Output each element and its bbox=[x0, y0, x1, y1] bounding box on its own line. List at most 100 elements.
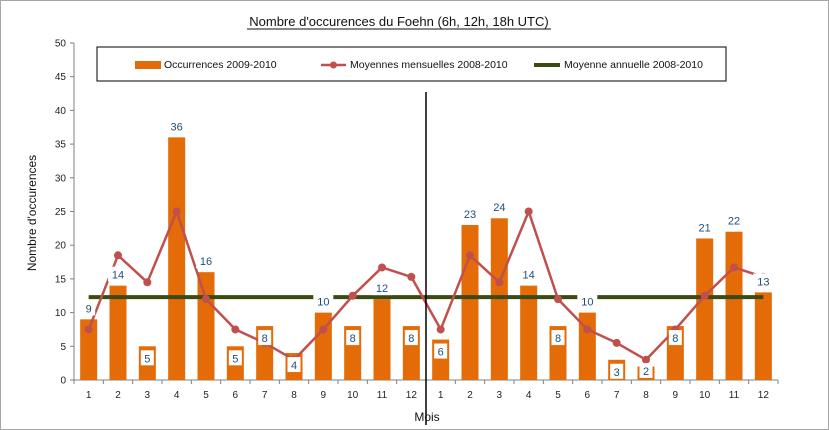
legend-label-bars: Occurrences 2009-2010 bbox=[164, 59, 277, 71]
y-tick-label: 45 bbox=[55, 72, 67, 83]
data-label: 36 bbox=[171, 121, 183, 133]
data-label: 12 bbox=[376, 283, 388, 295]
x-tick-label: 9 bbox=[673, 390, 679, 401]
legend-swatch-marker bbox=[330, 61, 337, 69]
monthly-mean-point bbox=[348, 291, 357, 300]
bar bbox=[754, 292, 772, 380]
data-label-bg bbox=[753, 273, 774, 289]
monthly-mean-point bbox=[642, 355, 650, 364]
data-label: 23 bbox=[464, 209, 476, 221]
data-label: 8 bbox=[408, 333, 414, 345]
monthly-mean-point bbox=[554, 295, 562, 304]
legend-box bbox=[96, 46, 727, 82]
x-tick-label: 10 bbox=[699, 390, 711, 401]
y-tick-label: 20 bbox=[55, 241, 67, 252]
data-label: 10 bbox=[317, 297, 329, 309]
x-tick-label: 2 bbox=[467, 390, 473, 401]
x-tick-label: 8 bbox=[643, 390, 649, 401]
bar bbox=[725, 231, 743, 380]
legend-swatch-bars bbox=[135, 61, 161, 69]
monthly-mean-point bbox=[378, 263, 386, 272]
monthly-mean-point bbox=[524, 207, 533, 216]
data-label-bg bbox=[372, 280, 392, 296]
x-tick-label: 1 bbox=[438, 390, 444, 401]
monthly-mean-point bbox=[700, 291, 709, 300]
y-tick-label: 5 bbox=[60, 342, 66, 353]
data-label: 21 bbox=[699, 222, 711, 234]
x-tick-label: 10 bbox=[347, 390, 359, 401]
x-tick-label: 1 bbox=[86, 390, 92, 401]
monthly-mean-point bbox=[436, 325, 445, 334]
bar bbox=[197, 272, 215, 380]
data-label: 9 bbox=[86, 303, 92, 315]
data-label-bg bbox=[518, 266, 539, 282]
bar bbox=[80, 319, 98, 380]
bar bbox=[109, 285, 127, 380]
x-tick-label: 9 bbox=[321, 390, 327, 401]
monthly-mean-point bbox=[730, 263, 738, 272]
data-label-bg bbox=[404, 330, 418, 346]
data-label-bg bbox=[489, 199, 510, 215]
data-label-bg bbox=[668, 330, 682, 346]
monthly-mean-point bbox=[114, 251, 122, 260]
legend-label-line: Moyennes mensuelles 2008-2010 bbox=[350, 59, 508, 71]
x-tick-label: 11 bbox=[377, 390, 388, 401]
bar bbox=[461, 224, 479, 380]
data-label-bg bbox=[313, 293, 334, 309]
data-label: 5 bbox=[144, 353, 150, 365]
y-tick-label: 0 bbox=[60, 376, 66, 387]
data-label: 24 bbox=[493, 202, 505, 214]
y-tick-label: 30 bbox=[55, 173, 67, 184]
monthly-mean-point bbox=[319, 325, 328, 334]
monthly-mean-point bbox=[84, 325, 93, 334]
data-label-bg bbox=[166, 118, 187, 134]
data-label-bg bbox=[346, 330, 360, 346]
data-label: 8 bbox=[672, 333, 678, 345]
data-label: 22 bbox=[728, 216, 740, 228]
y-tick-label: 35 bbox=[55, 140, 67, 151]
y-tick-label: 10 bbox=[55, 308, 67, 319]
x-tick-label: 3 bbox=[497, 390, 503, 401]
x-tick-label: 11 bbox=[729, 390, 740, 401]
y-tick-label: 40 bbox=[55, 106, 67, 117]
legend: Occurrences 2009-2010 Moyennes mensuelle… bbox=[96, 46, 727, 82]
monthly-mean-point bbox=[143, 278, 152, 287]
bar bbox=[168, 137, 186, 380]
x-axis-label: Mois bbox=[414, 410, 439, 424]
data-label-bg bbox=[287, 357, 301, 373]
x-tick-label: 2 bbox=[115, 390, 121, 401]
bar bbox=[373, 299, 391, 380]
x-tick-label: 12 bbox=[758, 390, 770, 401]
data-label: 3 bbox=[614, 367, 620, 379]
x-tick-label: 7 bbox=[262, 390, 268, 401]
x-tick-label: 4 bbox=[174, 390, 180, 401]
bar-data-labels: 9 14 5 36 16 5 8 4 10 8 12 8 6 23 24 14 8 10 3 2 8 21 22 13 bbox=[82, 118, 774, 379]
monthly-mean-point bbox=[583, 325, 592, 334]
x-tick-label: 3 bbox=[145, 390, 151, 401]
data-label-bg bbox=[610, 363, 624, 379]
data-label: 10 bbox=[581, 297, 593, 309]
bar bbox=[490, 218, 508, 380]
monthly-mean-point bbox=[202, 295, 210, 304]
data-label-bg bbox=[196, 253, 216, 269]
data-label: 5 bbox=[232, 353, 238, 365]
y-tick-label: 50 bbox=[55, 39, 67, 50]
data-label: 8 bbox=[350, 333, 356, 345]
data-label-bg bbox=[82, 300, 96, 316]
x-tick-label: 12 bbox=[406, 390, 418, 401]
monthly-mean-point bbox=[172, 207, 181, 216]
x-tick-label: 5 bbox=[203, 390, 209, 401]
data-label-bg bbox=[434, 343, 448, 359]
data-label-bg bbox=[460, 205, 480, 221]
y-axis-label: Nombre d'occurences bbox=[25, 155, 39, 271]
bar bbox=[314, 312, 332, 380]
data-label-bg bbox=[724, 212, 744, 228]
data-label-bg bbox=[108, 266, 128, 282]
bar bbox=[520, 285, 538, 380]
data-label: 2 bbox=[643, 366, 649, 378]
data-label: 14 bbox=[523, 270, 535, 282]
data-label-bg bbox=[577, 293, 598, 309]
data-label-bg bbox=[228, 350, 242, 366]
data-label: 13 bbox=[757, 276, 769, 288]
